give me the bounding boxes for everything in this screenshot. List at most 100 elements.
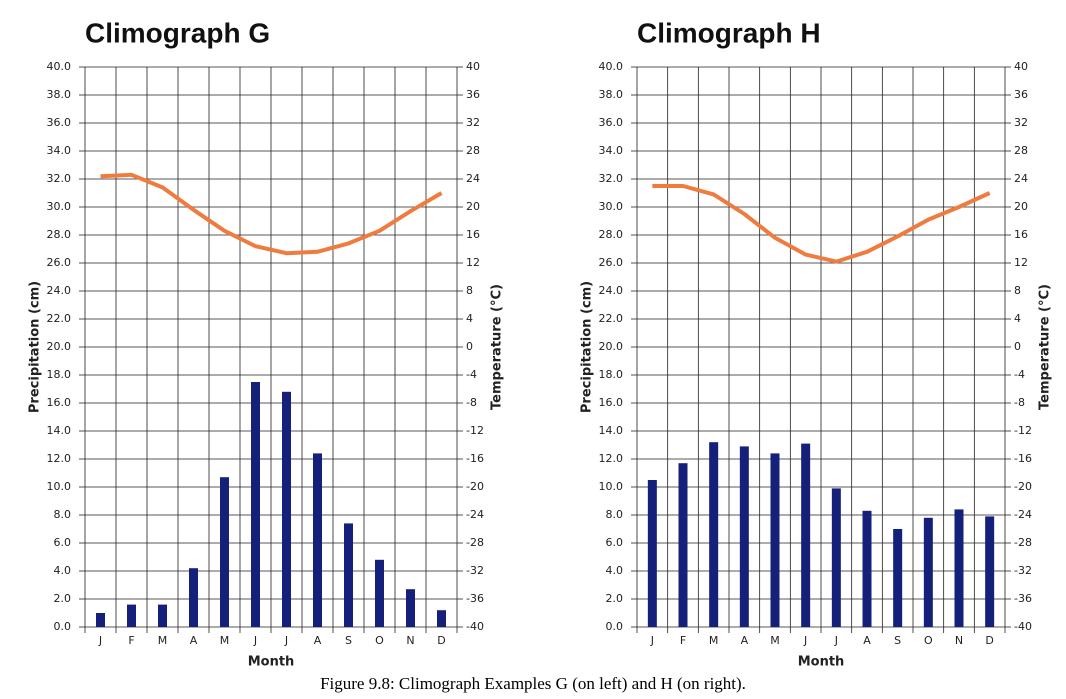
x-tick-label: A	[190, 634, 198, 647]
bar	[923, 517, 933, 627]
y2-tick-label: -24	[1014, 508, 1032, 521]
bar	[985, 516, 995, 627]
y-tick-label: 10.0	[47, 480, 72, 493]
bar	[251, 382, 260, 627]
x-tick-label: A	[741, 634, 749, 647]
y-tick-label: 26.0	[47, 256, 72, 269]
caption: Figure 9.8: Climograph Examples G (on le…	[320, 674, 746, 693]
x-tick-label: J	[284, 634, 288, 647]
y2-axis-title: Temperature (°C)	[490, 284, 505, 410]
y-tick-label: 0.0	[606, 620, 624, 633]
x-tick-label: J	[253, 634, 257, 647]
x-tick-label: A	[863, 634, 871, 647]
y2-tick-label: 12	[1014, 256, 1028, 269]
y2-tick-label: -16	[466, 452, 484, 465]
x-tick-label: J	[650, 634, 654, 647]
y2-tick-label: 12	[466, 256, 480, 269]
x-tick-label: A	[314, 634, 322, 647]
y2-tick-label: 20	[1014, 200, 1028, 213]
bar	[647, 480, 657, 627]
bar	[406, 589, 415, 627]
y-tick-label: 12.0	[599, 452, 624, 465]
bar	[220, 477, 229, 627]
y-tick-label: 14.0	[599, 424, 624, 437]
x-tick-label: J	[98, 634, 102, 647]
y-tick-label: 32.0	[47, 172, 72, 185]
chart: Climograph H 0.0 2.0 4.0 6.0 8.0 10.0 12.0 14.0 1…	[580, 17, 1053, 669]
x-tick-label: N	[955, 634, 963, 647]
bar	[862, 510, 872, 627]
y2-tick-label: -4	[466, 368, 477, 381]
y-tick-label: 14.0	[47, 424, 72, 437]
y2-tick-label: -40	[466, 620, 484, 633]
y-tick-label: 8.0	[606, 508, 624, 521]
y2-tick-label: 28	[466, 144, 480, 157]
y2-tick-label: -20	[1014, 480, 1032, 493]
bar	[709, 442, 719, 627]
y2-tick-label: -12	[466, 424, 484, 437]
y-tick-label: 40.0	[599, 60, 624, 73]
x-axis-title: Month	[248, 655, 295, 670]
y-tick-label: 22.0	[47, 312, 72, 325]
x-tick-label: F	[680, 634, 686, 647]
y-tick-label: 38.0	[599, 88, 624, 101]
y2-tick-label: 4	[466, 312, 473, 325]
y2-tick-label: 0	[466, 340, 473, 353]
x-tick-label: D	[985, 634, 993, 647]
y-tick-label: 40.0	[47, 60, 72, 73]
y-tick-label: 10.0	[599, 480, 624, 493]
x-tick-label: F	[128, 634, 134, 647]
line	[100, 172, 443, 256]
y2-tick-label: -32	[1014, 564, 1032, 577]
y2-tick-label: -40	[1014, 620, 1032, 633]
y2-tick-label: -24	[466, 508, 484, 521]
bar	[344, 523, 353, 627]
y2-tick-label: 28	[1014, 144, 1028, 157]
bar	[954, 509, 964, 627]
line	[652, 184, 991, 264]
y-tick-label: 2.0	[54, 592, 72, 605]
chart: Climograph G 0.0 2.0 4.0 6.0 8.0 10.0 12.0 14.0 1…	[28, 17, 505, 669]
bar	[189, 568, 198, 627]
x-tick-label: O	[375, 634, 384, 647]
y2-tick-label: 8	[466, 284, 473, 297]
y-tick-label: 28.0	[599, 228, 624, 241]
y2-tick-label: -8	[466, 396, 477, 409]
x-tick-label: M	[709, 634, 719, 647]
y2-tick-label: 36	[466, 88, 480, 101]
y2-tick-label: -4	[1014, 368, 1025, 381]
y-tick-label: 0.0	[54, 620, 72, 633]
bar	[158, 604, 167, 627]
bar	[127, 604, 136, 627]
x-tick-label: S	[894, 634, 901, 647]
y-tick-label: 24.0	[599, 284, 624, 297]
bar	[437, 610, 446, 627]
y2-tick-label: 16	[466, 228, 480, 241]
bar	[313, 453, 322, 627]
y-tick-label: 36.0	[47, 116, 72, 129]
y2-tick-label: 36	[1014, 88, 1028, 101]
y-axis-title: Precipitation (cm)	[28, 281, 43, 413]
x-tick-label: M	[220, 634, 230, 647]
y2-tick-label: 20	[466, 200, 480, 213]
bar	[282, 391, 291, 627]
chart-title: Climograph H	[637, 17, 821, 48]
y2-tick-label: -32	[466, 564, 484, 577]
y2-tick-label: 32	[1014, 116, 1028, 129]
y2-tick-label: 40	[466, 60, 480, 73]
y-tick-label: 20.0	[599, 340, 624, 353]
y-tick-label: 4.0	[606, 564, 624, 577]
y2-tick-label: 24	[466, 172, 480, 185]
y2-tick-label: -12	[1014, 424, 1032, 437]
y-tick-label: 20.0	[47, 340, 72, 353]
x-tick-label: M	[158, 634, 168, 647]
y-tick-label: 28.0	[47, 228, 72, 241]
x-tick-label: D	[437, 634, 445, 647]
y-tick-label: 4.0	[54, 564, 72, 577]
y2-tick-label: 0	[1014, 340, 1021, 353]
y-tick-label: 16.0	[47, 396, 72, 409]
bar	[96, 613, 105, 627]
y-tick-label: 2.0	[606, 592, 624, 605]
y-tick-label: 18.0	[599, 368, 624, 381]
